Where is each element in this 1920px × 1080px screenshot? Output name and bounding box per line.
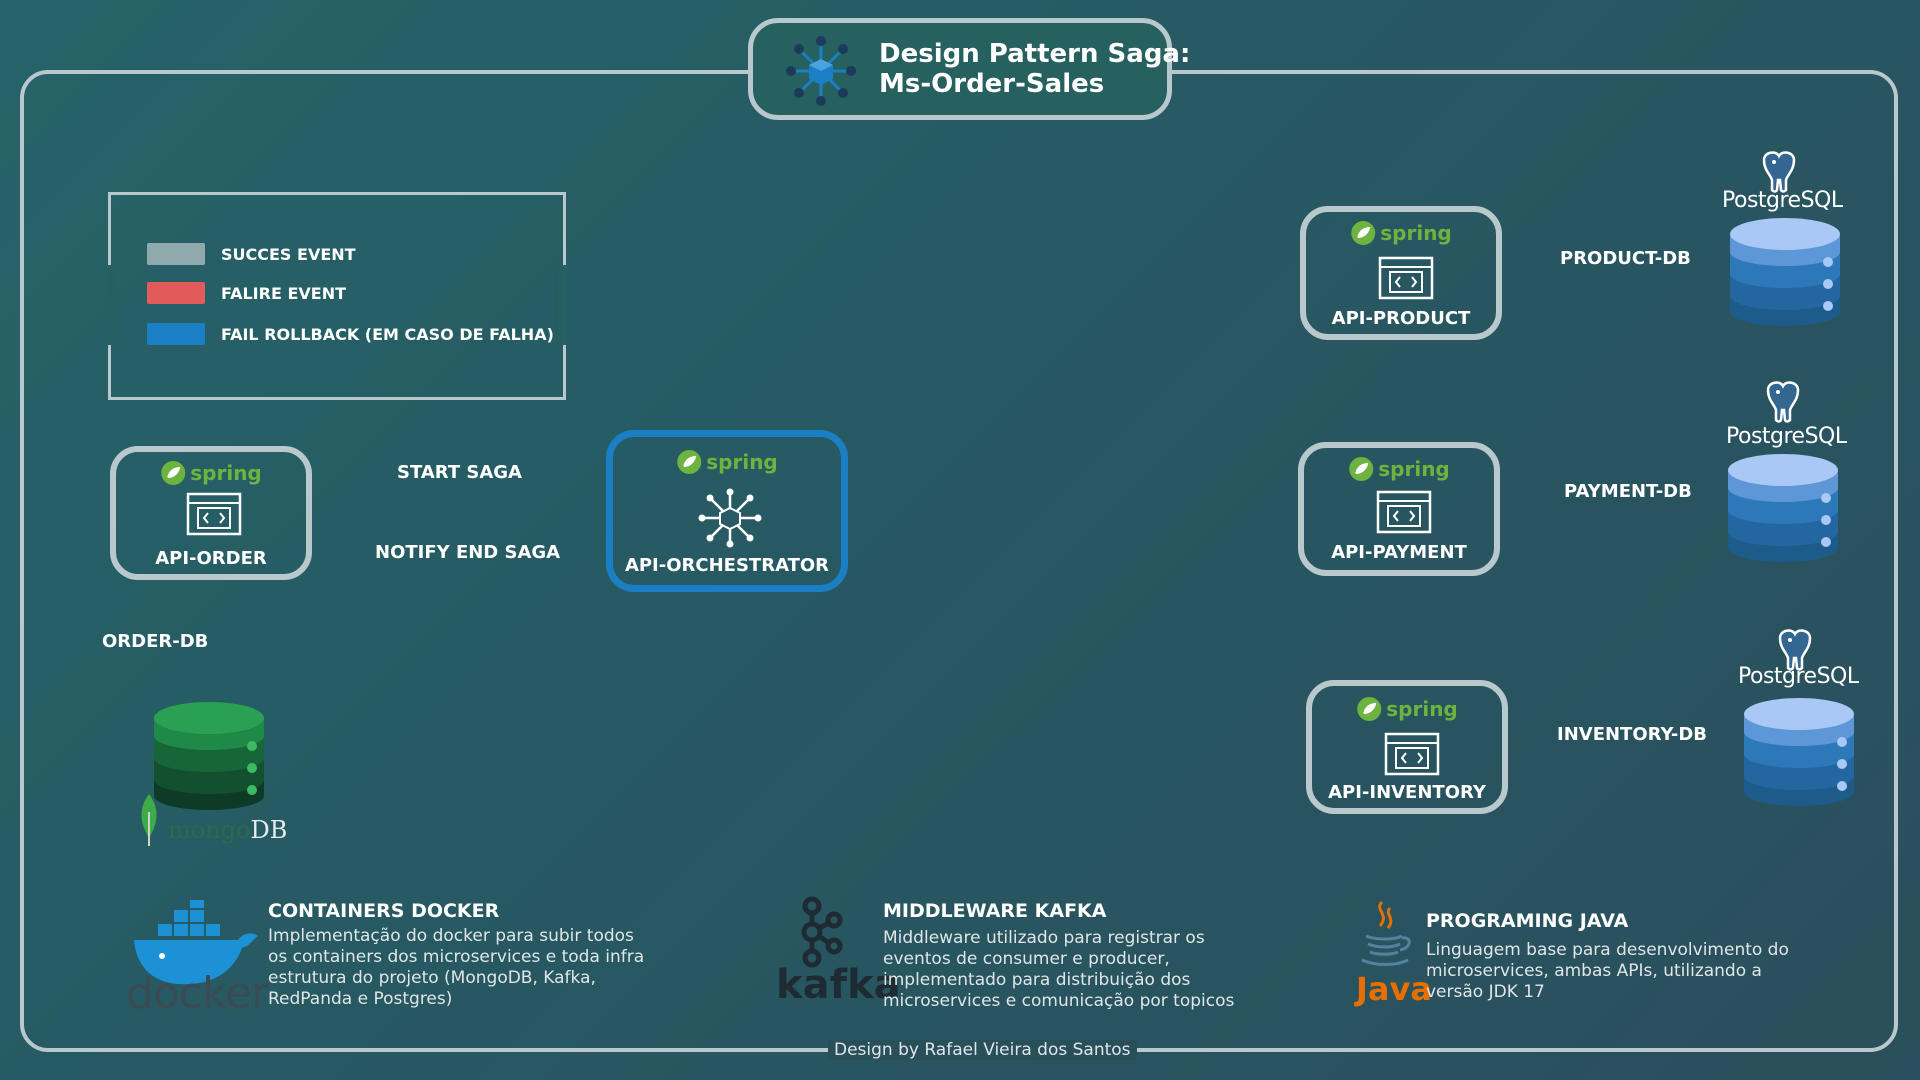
postgres-elephant-icon [1766,381,1800,423]
postgres-wordmark: PostgreSQL [1738,664,1859,689]
service-label: API-ORDER [155,548,267,569]
payment-db-label: PAYMENT-DB [1564,481,1692,502]
order-db: mongoDB [134,696,294,856]
postgres-wordmark: PostgreSQL [1722,188,1843,213]
api-window-icon [1376,490,1432,534]
api-window-icon [1378,256,1434,300]
database-cylinder-icon [154,702,264,810]
service-label: API-ORCHESTRATOR [624,555,830,576]
api-product-box[interactable]: spring API-PRODUCT [1300,206,1502,340]
title-line-2: Ms-Order-Sales [879,69,1105,99]
spring-logo: spring [160,460,262,486]
java-wordmark: Java [1356,970,1432,1008]
product-db: PostgreSQL [1720,150,1850,330]
service-label: API-PRODUCT [1331,308,1471,329]
api-payment-box[interactable]: spring API-PAYMENT [1298,442,1500,576]
spring-leaf-icon [161,461,186,485]
inventory-db: PostgreSQL [1736,628,1866,808]
mongodb-wordmark: mongoDB [168,816,288,844]
legend-swatch-success [147,243,205,265]
api-order-box[interactable]: spring API-ORDER [110,446,312,580]
spring-leaf-icon [1349,457,1374,481]
mongodb-leaf-icon [141,794,157,846]
legend-swatch-failure [147,282,205,304]
docker-section-description: Implementação do docker para subir todos… [268,926,645,1009]
database-cylinder-icon [1728,454,1838,562]
spring-leaf-icon [677,450,702,474]
title-box: Design Pattern Saga: Ms-Order-Sales [748,18,1190,120]
orchestration-hub-icon [786,36,856,106]
docker-section-title: CONTAINERS DOCKER [268,900,500,922]
docker-wordmark: docker [126,968,269,1019]
postgres-elephant-icon [1762,151,1796,193]
postgres-wordmark: PostgreSQL [1726,424,1847,449]
legend-label: FALIRE EVENT [221,284,346,303]
legend-label: FAIL ROLLBACK (EM CASO DE FALHA) [221,325,554,344]
product-db-label: PRODUCT-DB [1560,248,1691,269]
api-inventory-box[interactable]: spring API-INVENTORY [1306,680,1508,814]
service-label: API-INVENTORY [1328,782,1486,803]
spring-leaf-icon [1357,697,1382,721]
java-coffee-icon [1361,900,1411,966]
spring-logo: spring [1356,696,1458,722]
footer-credit: Design by Rafael Vieira dos Santos [828,1040,1137,1060]
legend: SUCCES EVENT FALIRE EVENT FAIL ROLLBACK … [107,192,567,400]
database-cylinder-icon [1744,698,1854,806]
kafka-wordmark: kafka [776,962,901,1008]
service-label: API-PAYMENT [1331,542,1467,563]
legend-label: SUCCES EVENT [221,245,356,264]
kafka-section-description: Middleware utilizado para registrar os e… [883,928,1235,1011]
page-title: Design Pattern Saga: Ms-Order-Sales [879,39,1190,99]
spring-logo: spring [676,449,778,475]
kafka-section-title: MIDDLEWARE KAFKA [883,900,1107,922]
notify-end-saga-label: NOTIFY END SAGA [375,542,561,563]
docker-whale-icon [134,900,258,985]
api-window-icon [186,492,242,536]
spring-logo: spring [1348,456,1450,482]
spring-leaf-icon [1351,221,1376,245]
payment-db: PostgreSQL [1722,380,1852,562]
title-line-1: Design Pattern Saga: [879,39,1191,69]
spring-logo: spring [1350,220,1452,246]
order-db-label: ORDER-DB [102,631,209,652]
database-cylinder-icon [1730,218,1840,326]
api-orchestrator-box[interactable]: spring API-ORCHESTRATOR [606,430,848,592]
orchestrator-network-icon [698,488,762,548]
kafka-icon [801,896,843,968]
legend-swatch-rollback [147,323,205,345]
java-section-title: PROGRAMING JAVA [1426,910,1629,932]
start-saga-label: START SAGA [397,462,522,483]
java-section-description: Linguagem base para desenvolvimento do m… [1426,940,1789,1002]
postgres-elephant-icon [1778,629,1812,671]
api-window-icon [1384,732,1440,776]
inventory-db-label: INVENTORY-DB [1557,724,1708,745]
